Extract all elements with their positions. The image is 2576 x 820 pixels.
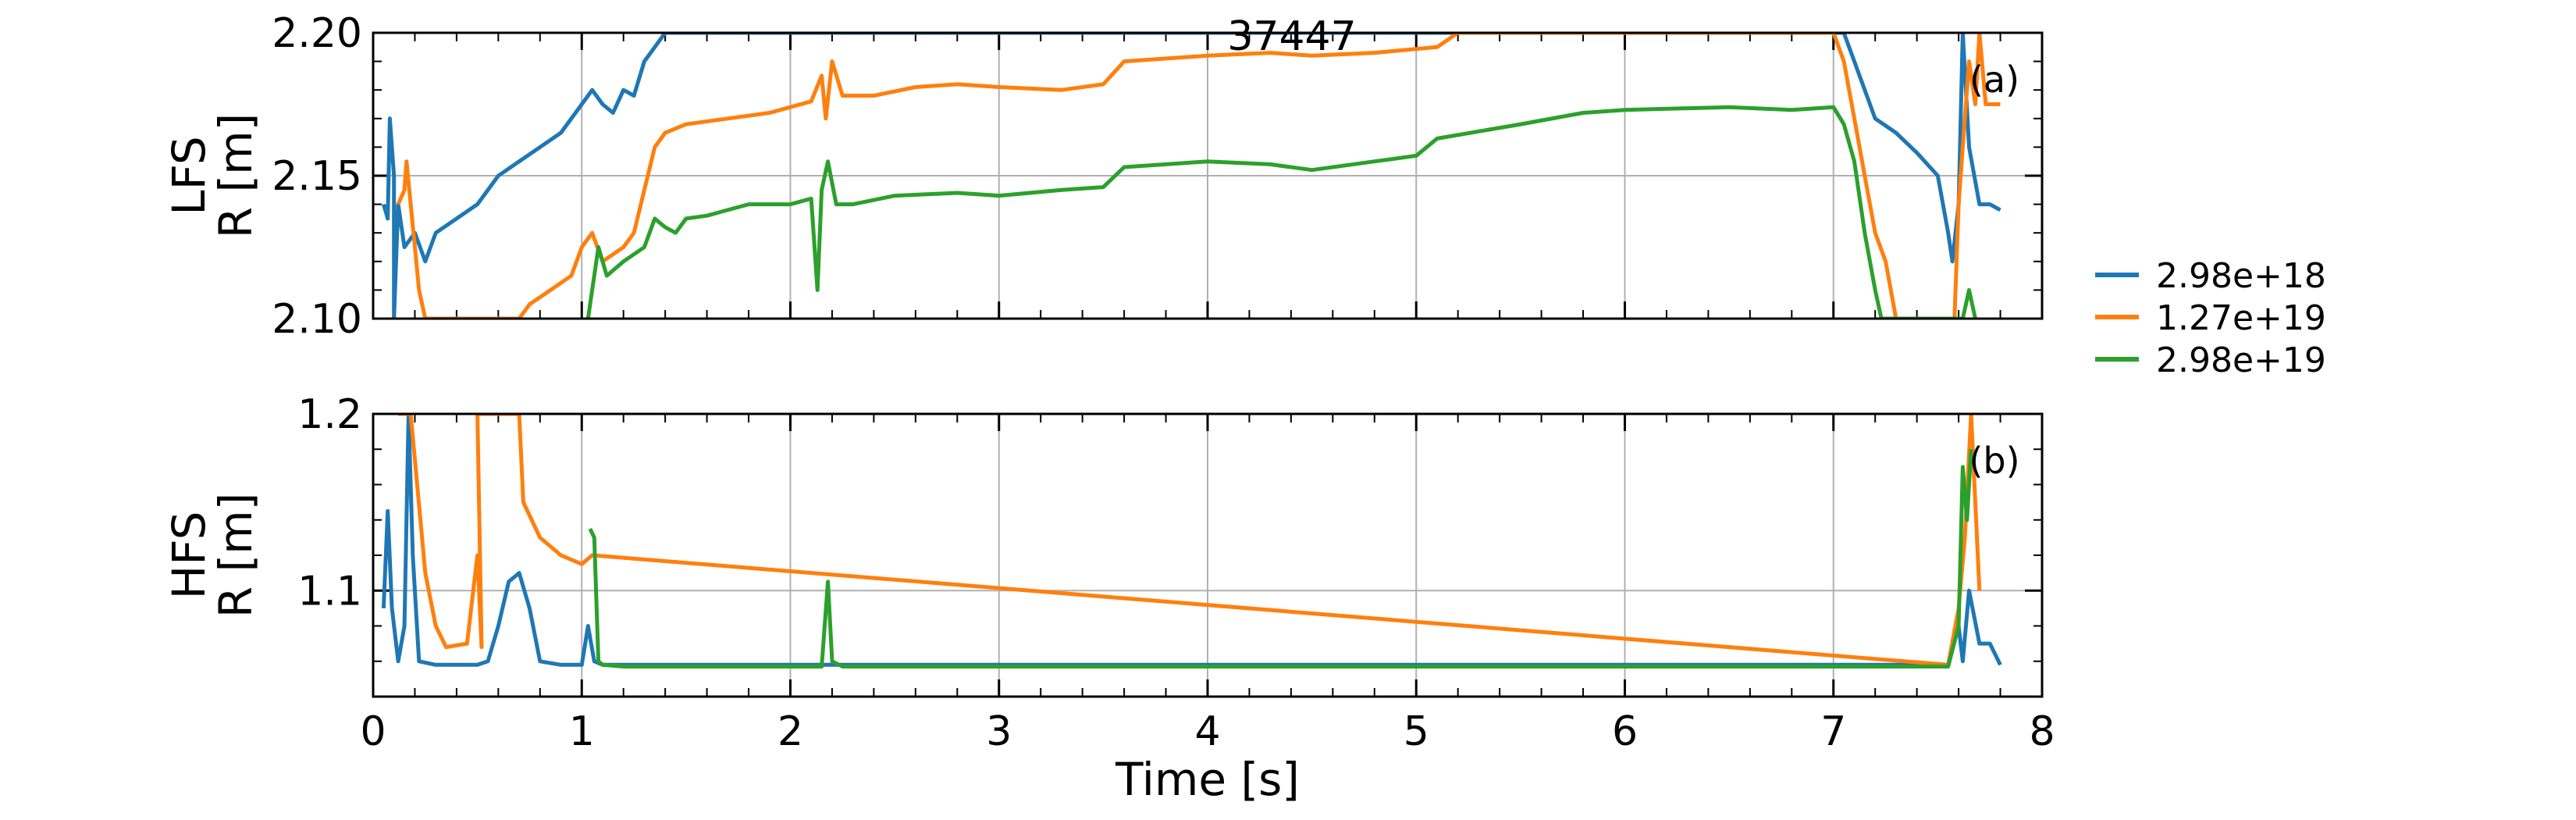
panel-b-series [381, 414, 2002, 668]
y-tick-label: 2.15 [272, 153, 362, 200]
x-tick-label: 2 [777, 708, 803, 755]
series-line-2 [398, 414, 1982, 667]
panel-a-ylabel-line2: R [m] [209, 113, 262, 239]
panel-a-ylabel-line1: LFS [162, 136, 215, 215]
panel-b-ylabel-line2: R [m] [209, 493, 262, 619]
series-line-1 [381, 33, 2001, 319]
series-line-3 [585, 105, 1977, 319]
legend-label-series-3: 2.98e+19 [2156, 340, 2326, 380]
y-tick-label: 2.10 [272, 296, 362, 343]
x-tick-label: 0 [360, 708, 386, 755]
x-tick-label: 6 [1612, 708, 1638, 755]
panel-b-tag: (b) [1969, 440, 2019, 482]
series-line-2 [396, 33, 2001, 319]
panel-b-grid [373, 414, 2042, 697]
x-tick-label: 1 [569, 708, 595, 755]
panel-a-frame [372, 31, 2044, 320]
panel-a-tag: (a) [1969, 59, 2019, 101]
panel-b-ticks: 0 1 2 3 4 5 6 7 8 1.1 1.2 [297, 391, 2055, 755]
series-line-1 [381, 414, 2002, 667]
legend: 2.98e+18 1.27e+19 2.98e+19 [2095, 256, 2326, 380]
series-line-3 [588, 449, 1973, 668]
legend-label-series-2: 1.27e+19 [2156, 298, 2326, 338]
legend-label-series-1: 2.98e+18 [2156, 256, 2326, 296]
panel-a-lfs: 2.10 2.15 2.20 37447 (a) LFS R [m] [162, 10, 2044, 343]
panel-b-frame [372, 412, 2044, 698]
panel-b-hfs: 0 1 2 3 4 5 6 7 8 1.1 1.2 (b) HFS R [m] Time [s] [162, 391, 2055, 806]
x-axis-label: Time [s] [1115, 753, 1300, 806]
panel-b-ylabel-line1: HFS [162, 512, 215, 600]
x-tick-label: 5 [1404, 708, 1429, 755]
y-tick-label: 1.1 [297, 568, 362, 615]
y-tick-label: 2.20 [272, 10, 362, 57]
x-tick-label: 3 [986, 708, 1012, 755]
chart-title: 37447 [1227, 13, 1356, 60]
panel-a-series [381, 33, 2001, 319]
panel-a-grid [373, 33, 2042, 319]
x-tick-label: 7 [1820, 708, 1846, 755]
x-tick-label: 4 [1194, 708, 1220, 755]
y-tick-label: 1.2 [297, 391, 362, 438]
x-tick-label: 8 [2029, 708, 2055, 755]
